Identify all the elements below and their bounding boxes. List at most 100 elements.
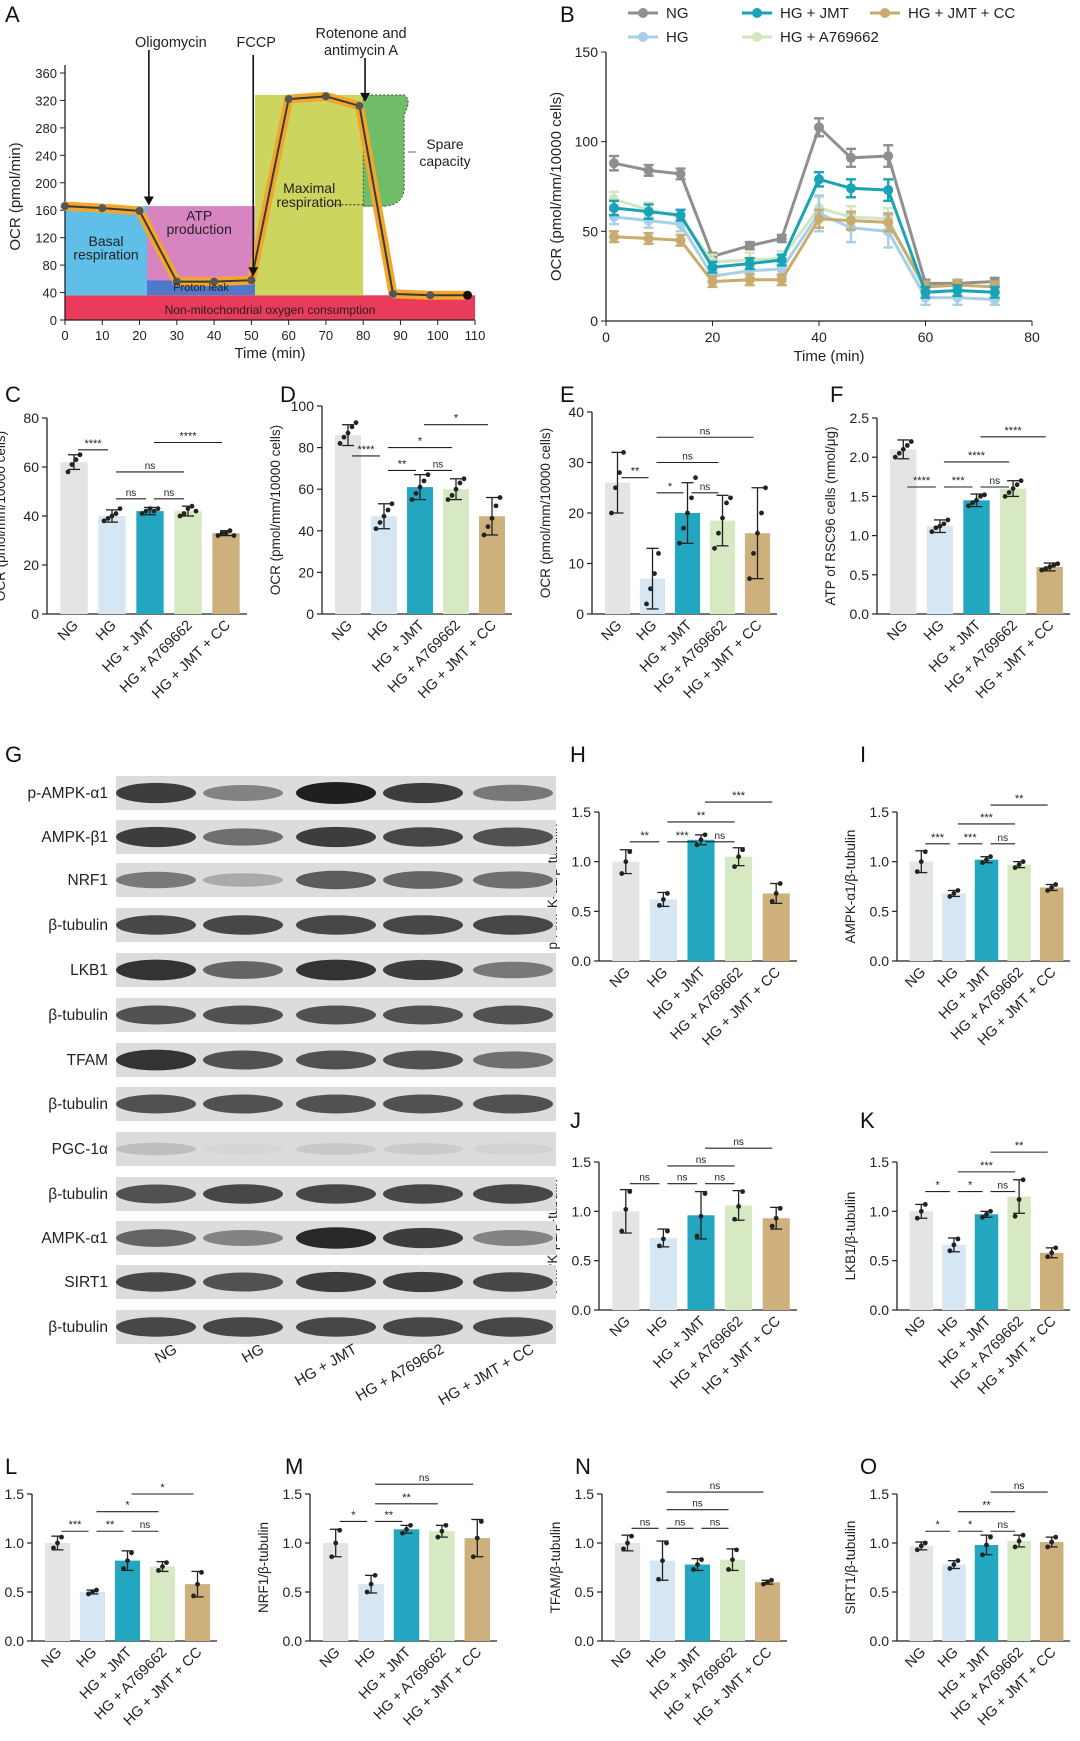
- data-point: [716, 530, 721, 536]
- series-point: [883, 185, 894, 196]
- data-point: [984, 857, 989, 863]
- data-point: [372, 1572, 378, 1578]
- blot-band: [203, 785, 283, 801]
- significance-label: *: [968, 1180, 973, 1192]
- data-point: [105, 516, 111, 521]
- y-tick-label: 20: [298, 564, 314, 580]
- significance-label: ns: [433, 459, 444, 470]
- x-tick-label: 80: [356, 328, 370, 343]
- blot-band: [473, 784, 553, 802]
- data-point: [219, 530, 225, 536]
- significance-label: ns: [145, 461, 156, 472]
- data-point: [656, 1576, 661, 1582]
- bar-NG: [322, 1543, 349, 1641]
- significance-label: ns: [710, 1481, 721, 1492]
- data-point: [1039, 567, 1045, 573]
- blot-band: [296, 915, 376, 935]
- label-proton: Proton leak: [173, 282, 229, 294]
- blot-row-label: PGC-1α: [52, 1141, 108, 1158]
- data-point: [732, 1216, 737, 1222]
- data-point: [698, 1213, 704, 1219]
- series-point: [814, 122, 824, 133]
- data-point: [947, 1248, 953, 1254]
- legend-entry: NG: [628, 5, 689, 22]
- x-tick-label: 110: [465, 328, 486, 343]
- blot-lane-label: HG + JMT: [292, 1341, 360, 1390]
- data-point: [185, 506, 191, 512]
- y-tick-label: 30: [568, 455, 584, 471]
- significance-label: ns: [700, 482, 711, 493]
- data-point: [155, 506, 161, 512]
- data-point: [435, 1534, 441, 1540]
- blot-band: [383, 1094, 463, 1114]
- data-point: [195, 1581, 200, 1587]
- bar-HG + JMT: [114, 1560, 141, 1641]
- data-point: [777, 1205, 783, 1211]
- blot-band: [296, 1050, 376, 1070]
- label-basal-2: respiration: [73, 247, 138, 263]
- bar-HG + A769662: [149, 1566, 176, 1641]
- bar-HG + JMT: [974, 1214, 999, 1310]
- bar-HG + A769662: [725, 856, 753, 961]
- data-point: [90, 1589, 95, 1595]
- data-point: [702, 832, 708, 838]
- y-tick-label: 1.0: [572, 854, 592, 870]
- data-point: [933, 525, 939, 531]
- significance-label: ***: [69, 1519, 83, 1531]
- x-tick-label: NG: [609, 1645, 636, 1672]
- series-line: [613, 177, 995, 294]
- blot-band: [473, 1005, 553, 1025]
- bar-NG: [612, 861, 640, 961]
- data-point: [181, 511, 187, 516]
- data-point: [160, 1564, 165, 1569]
- y-tick-label: 120: [35, 231, 57, 246]
- bar-NG: [60, 462, 88, 614]
- data-point: [922, 1202, 928, 1207]
- significance-label: **: [982, 1500, 991, 1512]
- x-tick-label: HG: [645, 1314, 672, 1341]
- data-point: [621, 1546, 626, 1552]
- blot-band: [296, 1271, 376, 1293]
- data-point: [937, 523, 943, 529]
- x-tick-label: HG: [935, 965, 962, 992]
- x-tick-label: HG: [645, 965, 672, 992]
- legend-label: HG + A769662: [780, 29, 879, 46]
- blot-row-label: NRF1: [68, 872, 108, 889]
- bar-panel-F: 0.0 0.5 1.0 1.5 2.0 2.5 ATP of RSC96 cells (nm…: [823, 410, 1070, 702]
- bar-HG: [649, 899, 677, 961]
- y-tick-label: 1.5: [870, 804, 890, 820]
- series-line: [613, 211, 995, 301]
- data-point: [892, 454, 898, 460]
- data-point: [377, 520, 383, 525]
- y-tick-label: 1.5: [5, 1486, 25, 1502]
- data-point: [759, 510, 764, 516]
- data-point: [449, 493, 455, 498]
- data-point: [1016, 1197, 1022, 1202]
- label-maximal-1: Maximal: [283, 180, 335, 196]
- ocr-point: [98, 204, 107, 213]
- ocr-point: [210, 277, 219, 286]
- x-tick-label: NG: [607, 965, 634, 992]
- data-point: [761, 1581, 766, 1587]
- data-point: [1016, 862, 1022, 868]
- blot-band: [116, 782, 196, 804]
- panel-letter-K: K: [860, 1108, 875, 1133]
- x-tick-label: HG: [935, 1645, 962, 1672]
- significance-label: ns: [1014, 1481, 1025, 1492]
- y-tick-label: 1.5: [572, 1154, 592, 1170]
- x-tick-label: HG: [74, 1645, 101, 1672]
- bar-HG + A769662: [1007, 1541, 1031, 1641]
- data-point: [1049, 1539, 1055, 1545]
- data-point: [657, 1243, 662, 1249]
- x-tick-label: NG: [607, 1314, 634, 1341]
- significance-label: ns: [998, 833, 1009, 844]
- blot-band: [383, 1143, 463, 1155]
- data-point: [691, 1567, 696, 1572]
- ocr-point: [61, 202, 69, 211]
- data-point: [974, 497, 979, 503]
- bar-HG: [942, 1244, 966, 1310]
- bar-HG: [926, 526, 954, 614]
- data-point: [694, 842, 700, 848]
